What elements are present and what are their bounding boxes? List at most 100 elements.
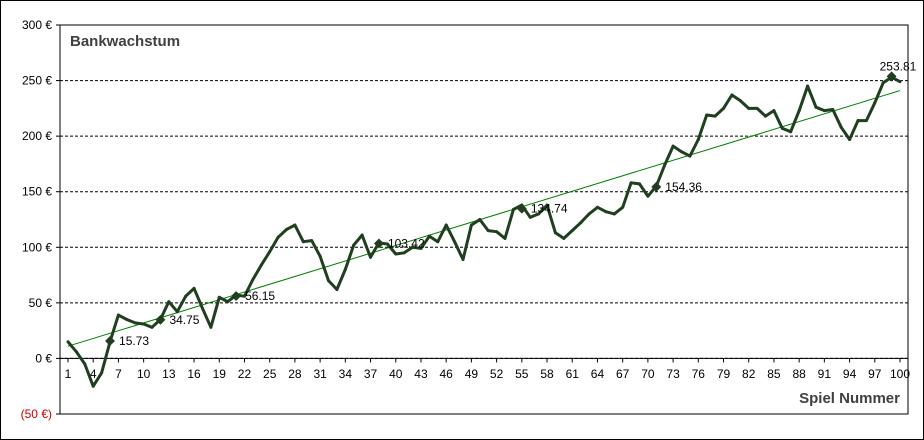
data-point [629, 181, 633, 185]
y-tick-label: 150 € [22, 185, 52, 199]
x-tick-label: 88 [792, 367, 806, 381]
data-point [411, 245, 415, 249]
x-tick-label: 4 [90, 367, 97, 381]
data-point [537, 212, 541, 216]
x-tick-label: 25 [263, 367, 277, 381]
x-tick-label: 37 [364, 367, 378, 381]
x-tick-label: 58 [540, 367, 554, 381]
data-point [495, 230, 499, 234]
data-point [343, 268, 347, 272]
data-point [814, 105, 818, 109]
x-tick-label: 40 [389, 367, 403, 381]
data-point [486, 229, 490, 233]
data-label: 103.42 [388, 236, 425, 250]
x-tick-label: 64 [591, 367, 605, 381]
data-point [570, 229, 574, 233]
data-point [200, 306, 204, 310]
data-marker [231, 291, 242, 301]
data-point [528, 215, 532, 219]
data-point [100, 371, 104, 375]
data-point [637, 182, 641, 186]
data-point [66, 340, 70, 344]
data-point [251, 278, 255, 282]
data-point [738, 99, 742, 103]
data-point [747, 106, 751, 110]
data-point [293, 223, 297, 227]
x-tick-label: 73 [666, 367, 680, 381]
data-point [764, 114, 768, 118]
data-point [327, 279, 331, 283]
series-line [66, 75, 901, 388]
data-point [545, 203, 549, 207]
x-tick-label: 31 [313, 367, 327, 381]
data-point [360, 233, 364, 237]
data-point [469, 223, 473, 227]
data-point [705, 113, 709, 117]
data-point [419, 246, 423, 250]
data-point [444, 223, 448, 227]
data-point [621, 205, 625, 209]
data-point [133, 321, 137, 325]
data-point [881, 81, 885, 85]
trend-line [67, 90, 901, 347]
data-point [806, 84, 810, 88]
x-tick-label: 67 [616, 367, 630, 381]
data-point [478, 218, 482, 221]
x-tick-label: 49 [465, 367, 479, 381]
data-point [848, 137, 852, 141]
data-point [209, 325, 213, 329]
data-label: 34.75 [169, 313, 199, 327]
y-axis-ticks: 300 € 250 € 200 € 150 € 100 € 50 € 0 € (50 €) [21, 18, 60, 421]
data-marker [155, 314, 166, 325]
y-tick-label: 300 € [22, 18, 52, 32]
data-point [301, 240, 305, 244]
y-tick-label: 250 € [22, 74, 52, 88]
data-point [873, 101, 877, 105]
x-tick-label: 79 [717, 367, 731, 381]
data-point [352, 243, 356, 247]
x-tick-label: 61 [566, 367, 580, 381]
data-point [125, 318, 129, 322]
data-point [772, 109, 776, 113]
data-point [688, 154, 692, 158]
data-point [402, 251, 406, 255]
data-point [864, 119, 868, 123]
x-tick-label: 82 [742, 367, 756, 381]
data-point [318, 254, 322, 258]
x-tick-label: 70 [641, 367, 655, 381]
x-tick-label: 22 [238, 367, 252, 381]
data-marker [516, 203, 527, 214]
x-tick-label: 94 [843, 367, 857, 381]
data-label: 15.73 [119, 334, 149, 348]
x-tick-label: 13 [162, 367, 176, 381]
data-marker [651, 181, 662, 192]
data-point [579, 221, 583, 225]
data-point [730, 93, 734, 97]
chart-title: Bankwachstum [70, 33, 180, 50]
data-point [453, 240, 457, 244]
data-markers: 15.73 34.75 56.15 103.42 134.74 154.36 253.81 [105, 59, 917, 348]
x-tick-label: 7 [115, 367, 122, 381]
data-point [797, 109, 801, 113]
data-point [74, 350, 78, 354]
data-point [226, 300, 230, 304]
data-point [116, 313, 120, 317]
data-point [335, 288, 339, 292]
data-point [268, 250, 272, 254]
data-marker [886, 71, 897, 82]
data-label: 134.74 [531, 202, 568, 216]
y-tick-label: (50 €) [21, 407, 52, 421]
data-point [167, 300, 171, 304]
data-point [242, 294, 246, 298]
data-point [839, 125, 843, 129]
x-tick-label: 43 [414, 367, 428, 381]
data-point [856, 119, 860, 123]
x-tick-label: 85 [767, 367, 781, 381]
data-point [369, 255, 373, 259]
data-point [755, 106, 759, 110]
x-tick-label: 1 [65, 367, 72, 381]
data-point [259, 263, 263, 267]
x-tick-label: 46 [440, 367, 454, 381]
